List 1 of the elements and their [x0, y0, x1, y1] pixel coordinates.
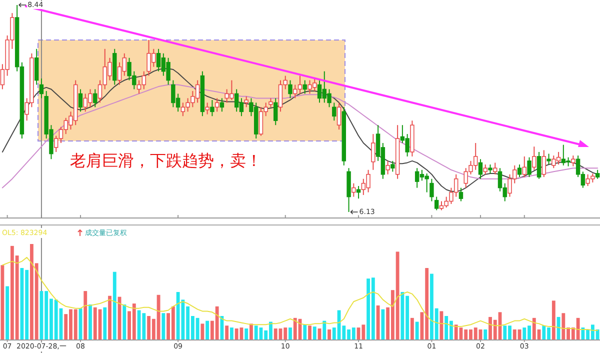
annotation: 老肩巨滑，下跌趋势，卖！: [70, 151, 262, 170]
